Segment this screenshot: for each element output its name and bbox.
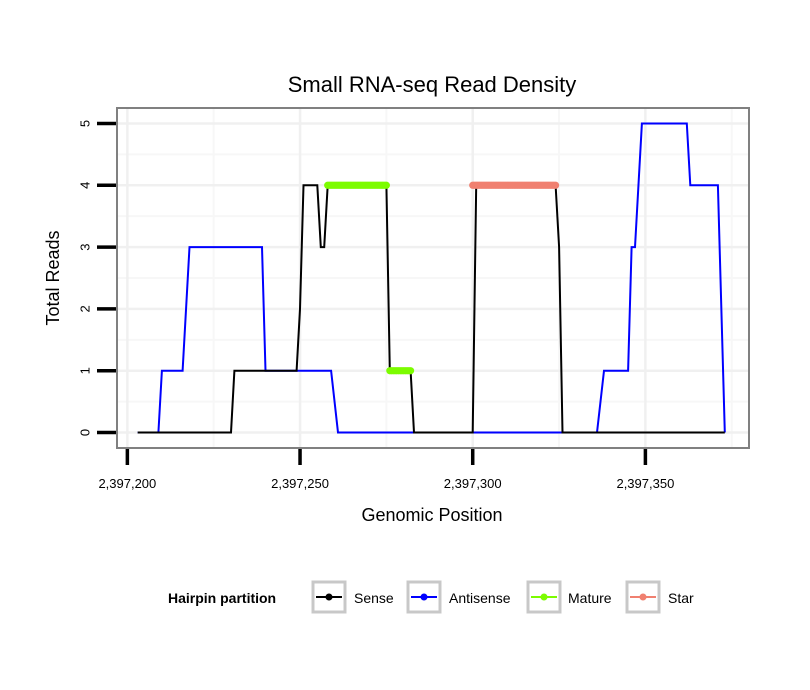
data-point-star [552,181,560,189]
chart-title: Small RNA-seq Read Density [288,72,577,97]
y-tick-label: 4 [78,182,93,189]
x-axis: 2,397,200 2,397,250 2,397,300 2,397,350 [98,449,674,491]
x-tick-label: 2,397,350 [616,476,674,491]
data-point-mature [406,367,415,375]
y-tick-label: 3 [78,243,93,250]
legend-entry-star: Star [625,580,694,614]
x-axis-label: Genomic Position [361,505,502,525]
data-point-mature [382,181,390,189]
legend-label-mature: Mature [568,590,612,606]
legend-label-antisense: Antisense [449,590,511,606]
legend-label-star: Star [668,590,694,606]
legend-dot-sense [325,593,333,601]
legend-entry-mature: Mature [526,580,612,614]
x-tick-label: 2,397,250 [271,476,329,491]
legend-entry-antisense: Antisense [406,580,511,614]
plot-area [116,107,750,449]
legend: Hairpin partition Sense Antisense Mature… [168,580,694,614]
legend-dot-star [639,593,647,601]
legend-dot-antisense [420,593,428,601]
x-tick-label: 2,397,200 [98,476,156,491]
y-tick-label: 2 [78,305,93,312]
y-axis: 0 1 2 3 4 5 [78,120,116,436]
legend-entry-sense: Sense [311,580,394,614]
legend-title: Hairpin partition [168,590,276,606]
plot-border [116,107,750,449]
legend-label-sense: Sense [354,590,394,606]
y-tick-label: 0 [78,429,93,436]
legend-dot-mature [540,593,548,601]
x-tick-label: 2,397,300 [444,476,502,491]
series-layer [137,122,726,434]
y-tick-label: 1 [78,367,93,374]
y-axis-label: Total Reads [43,230,63,325]
y-tick-label: 5 [78,120,93,127]
